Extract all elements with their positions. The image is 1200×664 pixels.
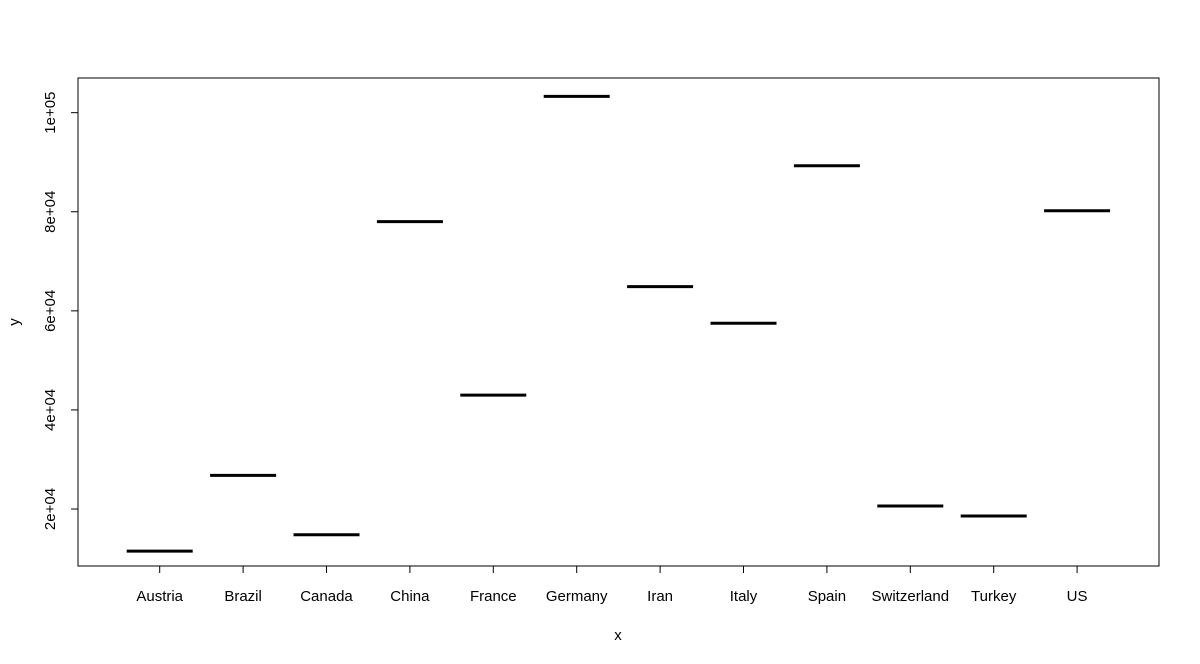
y-axis: 2e+04 4e+04 6e+04 8e+04 1e+05 — [42, 92, 79, 530]
x-tick-label: France — [470, 588, 517, 605]
x-tick-label: Italy — [730, 588, 758, 605]
y-axis-title: y — [6, 318, 23, 326]
x-tick-label: Spain — [808, 588, 846, 605]
data-marks — [126, 94, 1111, 553]
x-tick-label: US — [1067, 588, 1088, 605]
x-axis: Austria Brazil Canada China France Germany Ira… — [136, 565, 1088, 605]
x-tick-label: Canada — [300, 588, 353, 605]
y-tick-label: 8e+04 — [42, 191, 59, 233]
y-tick-label: 2e+04 — [42, 488, 59, 530]
x-tick-label: Brazil — [224, 588, 262, 605]
x-tick-label: Germany — [546, 588, 608, 605]
x-tick-label: Austria — [136, 588, 183, 605]
x-tick-label: China — [390, 588, 430, 605]
plot-frame — [77, 77, 1160, 567]
y-tick-label: 6e+04 — [42, 290, 59, 332]
y-tick-label: 1e+05 — [42, 92, 59, 134]
x-tick-label: Iran — [647, 588, 673, 605]
x-axis-title: x — [614, 627, 622, 644]
y-tick-label: 4e+04 — [42, 389, 59, 431]
x-tick-label: Turkey — [971, 588, 1017, 605]
x-tick-label: Switzerland — [872, 588, 950, 605]
